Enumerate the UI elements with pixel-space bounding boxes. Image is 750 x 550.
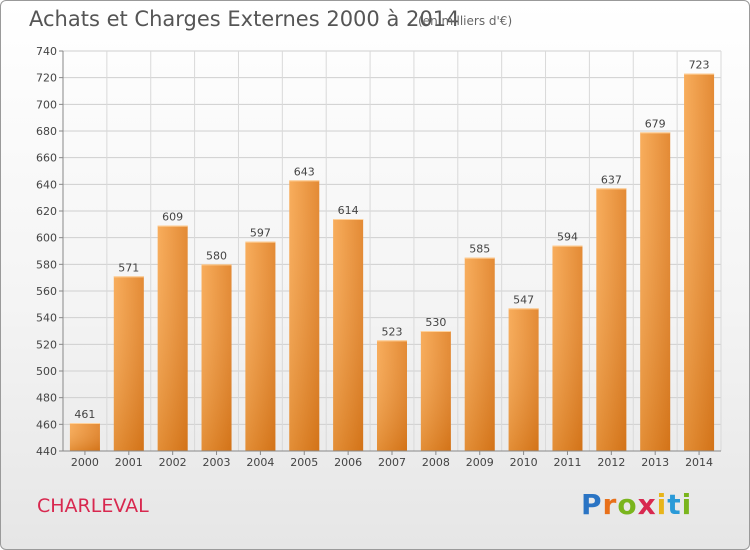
x-tick-label: 2005 (290, 456, 318, 469)
bar (113, 276, 144, 451)
bar-shade (245, 241, 276, 451)
y-tick-label: 560 (36, 285, 57, 298)
y-tick-label: 600 (36, 232, 57, 245)
logo-letter: r (602, 488, 618, 521)
bar (684, 73, 715, 452)
bar-shade (596, 188, 627, 452)
x-tick-label: 2009 (466, 456, 494, 469)
bar-value-label: 614 (338, 204, 359, 217)
bar-value-label: 597 (250, 227, 271, 240)
bar (464, 257, 495, 451)
y-tick-label: 740 (36, 45, 57, 58)
y-tick-label: 580 (36, 258, 57, 271)
x-tick-label: 2014 (685, 456, 713, 469)
bar (245, 241, 276, 451)
logo-letter: P (581, 488, 603, 521)
y-tick-label: 480 (36, 392, 57, 405)
logo-letter: t (667, 488, 682, 521)
y-tick-label: 500 (36, 365, 57, 378)
x-tick-label: 2002 (159, 456, 187, 469)
x-tick-label: 2004 (246, 456, 274, 469)
bar-value-label: 594 (557, 231, 578, 244)
bar (333, 219, 364, 451)
proxiti-logo: Proxiti (581, 488, 692, 521)
y-tick-label: 720 (36, 72, 57, 85)
bar-shade (113, 276, 144, 451)
x-tick-label: 2006 (334, 456, 362, 469)
y-tick-label: 680 (36, 125, 57, 138)
x-tick-label: 2011 (553, 456, 581, 469)
bar (508, 308, 539, 451)
bar-shade (640, 132, 671, 452)
bar-shade (420, 331, 451, 451)
y-tick-label: 660 (36, 152, 57, 165)
x-tick-label: 2001 (115, 456, 143, 469)
x-tick-label: 2000 (71, 456, 99, 469)
bar (552, 245, 583, 451)
bar (420, 331, 451, 451)
logo-letter: o (617, 488, 638, 521)
bar-value-label: 530 (425, 316, 446, 329)
x-tick-label: 2007 (378, 456, 406, 469)
bar-value-label: 585 (469, 243, 490, 256)
bars: 461 571 609 580 597 643 614 523 530 585 547 594 637 6… (69, 59, 715, 452)
x-tick-label: 2013 (641, 456, 669, 469)
bar-value-label: 643 (294, 165, 315, 178)
y-tick-label: 700 (36, 98, 57, 111)
place-name: CHARLEVAL (37, 495, 149, 517)
x-tick-label: 2003 (203, 456, 231, 469)
chart-title: Achats et Charges Externes 2000 à 2014 (29, 7, 460, 31)
bar (69, 423, 100, 451)
logo-letter: i (656, 488, 668, 521)
bar-value-label: 461 (74, 408, 95, 421)
bar (289, 180, 320, 452)
bar-value-label: 609 (162, 211, 183, 224)
y-tick-label: 620 (36, 205, 57, 218)
bar-shade (157, 225, 188, 451)
bar-shade (508, 308, 539, 451)
bar-value-label: 571 (118, 261, 139, 274)
logo-letter: x (637, 488, 657, 521)
y-tick-label: 520 (36, 338, 57, 351)
bar-value-label: 679 (645, 117, 666, 130)
bar (157, 225, 188, 451)
bar-value-label: 723 (689, 59, 710, 72)
bar (201, 264, 232, 451)
x-tick-label: 2012 (597, 456, 625, 469)
bar (596, 188, 627, 452)
bar-shade (289, 180, 320, 452)
bar-shade (464, 257, 495, 451)
bar-shade (377, 340, 407, 451)
y-tick-label: 640 (36, 178, 57, 191)
bar-value-label: 523 (382, 325, 403, 338)
bar-shade (552, 245, 583, 451)
x-tick-label: 2010 (510, 456, 538, 469)
bar-shade (69, 423, 100, 451)
bar-shade (333, 219, 364, 451)
y-tick-label: 440 (36, 445, 57, 458)
bar-value-label: 580 (206, 249, 227, 262)
bar (640, 132, 671, 452)
y-tick-label: 460 (36, 418, 57, 431)
chart-subtitle: (en milliers d'€) (418, 14, 513, 28)
y-tick-label: 540 (36, 312, 57, 325)
x-tick-label: 2008 (422, 456, 450, 469)
logo-letter: i (681, 488, 693, 521)
bar-shade (201, 264, 232, 451)
bar-value-label: 637 (601, 173, 622, 186)
axes: 440 460 480 500 520 540 560 580 600 620 640 660 680 7… (36, 45, 721, 469)
bar-shade (684, 73, 715, 452)
bar (377, 340, 407, 451)
bar-value-label: 547 (513, 293, 534, 306)
